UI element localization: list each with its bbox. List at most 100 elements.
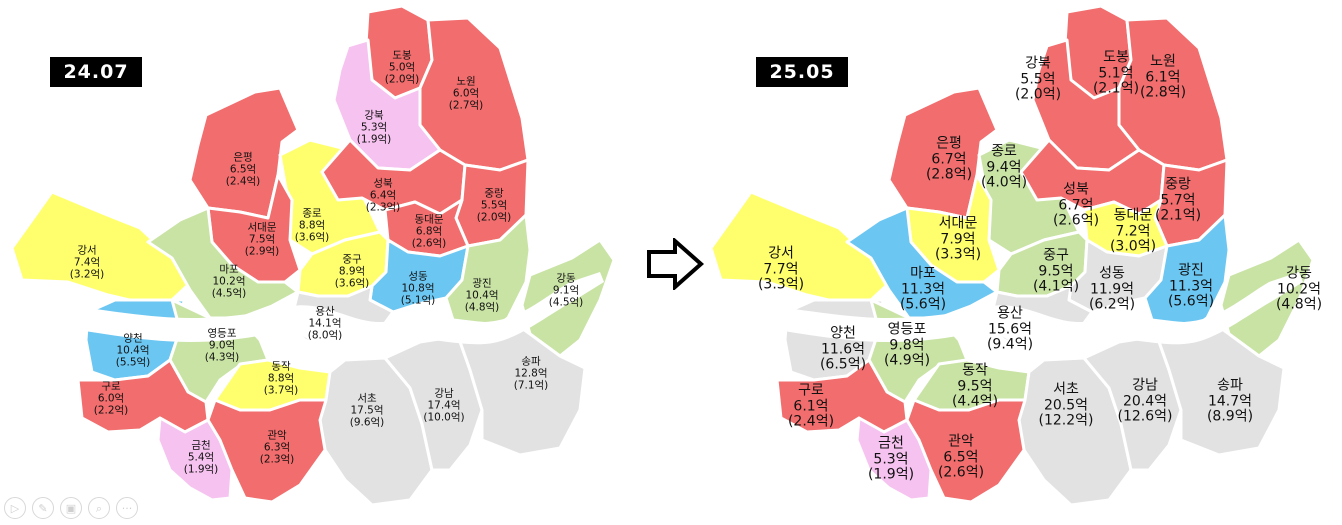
district-price: 6.3억 bbox=[263, 441, 291, 454]
district-label: 광진 10.4억 (4.8억) bbox=[465, 278, 500, 313]
district-label: 중구 9.5억 (4.1억) bbox=[1033, 248, 1079, 295]
district-sub: (6.2억) bbox=[1088, 296, 1136, 313]
district-sub: (8.9억) bbox=[1206, 408, 1254, 425]
district-sub: (5.6억) bbox=[1167, 293, 1215, 310]
district-label: 송파 12.8억 (7.1억) bbox=[514, 356, 549, 391]
district-price: 6.0억 bbox=[97, 392, 125, 405]
district-name: 강남 bbox=[1132, 377, 1158, 394]
date-badge: 24.07 bbox=[50, 57, 142, 87]
district-sub: (4.3억) bbox=[204, 350, 240, 363]
district-label: 동작 9.5억 (4.4억) bbox=[952, 363, 998, 410]
district-name: 은평 bbox=[233, 151, 253, 164]
district-price: 7.5억 bbox=[248, 233, 276, 246]
district-name: 영등포 bbox=[887, 321, 927, 338]
district-label: 도봉 5.0억 (2.0억) bbox=[385, 50, 420, 85]
district-sub: (5.6억) bbox=[899, 296, 947, 313]
district-label: 강북 5.5억 (2.0억) bbox=[1015, 56, 1061, 103]
district-price: 11.3억 bbox=[1168, 278, 1214, 295]
district-name: 중랑 bbox=[484, 187, 504, 200]
district-price: 11.6억 bbox=[820, 341, 866, 358]
district-label: 성동 11.9억 (6.2억) bbox=[1089, 266, 1135, 313]
district-sub: (3.7억) bbox=[263, 383, 299, 396]
district-price: 20.5억 bbox=[1043, 397, 1089, 414]
district-sub: (3.0억) bbox=[1109, 238, 1157, 255]
district-price: 7.7억 bbox=[763, 261, 799, 278]
district-price: 5.3억 bbox=[360, 121, 388, 134]
district-price: 20.4억 bbox=[1122, 393, 1168, 410]
district-label: 성북 6.4억 (2.3억) bbox=[366, 178, 401, 213]
district-label: 영등포 9.8억 (4.9억) bbox=[884, 322, 930, 369]
district-price: 7.4억 bbox=[73, 256, 101, 269]
district-sub: (3.2억) bbox=[69, 267, 105, 280]
district-sub: (2.2억) bbox=[93, 403, 129, 416]
pen-icon[interactable]: ✎ bbox=[32, 497, 54, 519]
district-sub: (2.7억) bbox=[448, 98, 484, 111]
district-price: 9.4억 bbox=[986, 159, 1022, 176]
district-name: 금천 bbox=[191, 439, 211, 452]
zoom-icon[interactable]: ⌕ bbox=[88, 497, 110, 519]
district-name: 서초 bbox=[1053, 381, 1079, 398]
district-sub: (4.1억) bbox=[1032, 278, 1080, 295]
district-name: 성북 bbox=[373, 177, 393, 190]
district-name: 서초 bbox=[357, 392, 377, 405]
district-name: 관악 bbox=[948, 433, 974, 450]
more-icon[interactable]: ··· bbox=[116, 497, 138, 519]
district-price: 10.4억 bbox=[116, 344, 150, 357]
district-label: 중구 8.9억 (3.6억) bbox=[335, 254, 370, 289]
district-region bbox=[156, 416, 234, 502]
date-badge: 25.05 bbox=[756, 57, 848, 87]
district-label: 동대문 7.2억 (3.0억) bbox=[1110, 208, 1156, 255]
district-name: 마포 bbox=[219, 263, 239, 276]
district-region bbox=[709, 190, 889, 304]
district-sub: (12.6억) bbox=[1117, 408, 1173, 425]
district-name: 강북 bbox=[1025, 55, 1051, 72]
map-right: 25.05 도봉 5.1억 (2.1억) 노원 6.1억 (2.8억) 강북 5.5억 (2.0… bbox=[671, 0, 1342, 525]
district-price: 6.7억 bbox=[1058, 197, 1094, 214]
district-sub: (2.8억) bbox=[1139, 84, 1187, 101]
district-region bbox=[845, 206, 999, 320]
district-sub: (2.8억) bbox=[925, 166, 973, 183]
district-label: 강남 20.4억 (12.6억) bbox=[1118, 378, 1173, 425]
district-name: 동대문 bbox=[414, 213, 444, 226]
district-name: 서대문 bbox=[938, 215, 978, 232]
district-sub: (5.1억) bbox=[400, 293, 436, 306]
district-name: 중랑 bbox=[1165, 176, 1191, 193]
district-sub: (4.5억) bbox=[548, 295, 584, 308]
district-name: 송파 bbox=[521, 355, 541, 368]
district-name: 구로 bbox=[798, 382, 824, 399]
district-sub: (4.0억) bbox=[980, 174, 1028, 191]
district-sub: (4.5억) bbox=[211, 286, 247, 299]
district-sub: (1.9억) bbox=[867, 466, 915, 483]
district-price: 5.1억 bbox=[1098, 65, 1134, 82]
district-price: 9.1억 bbox=[552, 284, 580, 297]
district-sub: (9.4억) bbox=[986, 336, 1034, 353]
district-sub: (6.5억) bbox=[819, 356, 867, 373]
district-region bbox=[10, 190, 190, 304]
play-icon[interactable]: ▷ bbox=[4, 497, 26, 519]
district-label: 노원 6.0억 (2.7억) bbox=[449, 76, 484, 111]
slides-icon[interactable]: ▣ bbox=[60, 497, 82, 519]
district-sub: (10.0억) bbox=[423, 410, 465, 423]
district-label: 강동 9.1억 (4.5억) bbox=[549, 273, 584, 308]
district-sub: (3.3억) bbox=[934, 246, 982, 263]
district-region bbox=[368, 238, 470, 314]
district-label: 성동 10.8억 (5.1억) bbox=[401, 271, 436, 306]
district-sub: (8.0억) bbox=[307, 328, 343, 341]
district-region bbox=[206, 398, 328, 504]
district-region bbox=[855, 416, 933, 502]
district-price: 8.9억 bbox=[338, 265, 366, 278]
district-sub: (2.3억) bbox=[365, 200, 401, 213]
district-name: 광진 bbox=[1178, 262, 1204, 279]
district-price: 14.7억 bbox=[1207, 393, 1253, 410]
district-label: 구로 6.0억 (2.2억) bbox=[94, 381, 129, 416]
district-name: 관악 bbox=[267, 429, 287, 442]
district-price: 5.0억 bbox=[388, 61, 416, 74]
district-label: 은평 6.7억 (2.8억) bbox=[926, 136, 972, 183]
district-price: 5.5억 bbox=[480, 199, 508, 212]
district-label: 은평 6.5억 (2.4억) bbox=[226, 152, 261, 187]
district-label: 영등포 9.0억 (4.3억) bbox=[205, 328, 240, 363]
district-price: 9.0억 bbox=[208, 339, 236, 352]
district-sub: (2.1억) bbox=[1154, 207, 1202, 224]
district-sub: (4.4억) bbox=[951, 393, 999, 410]
district-label: 중랑 5.5억 (2.0억) bbox=[477, 188, 512, 223]
